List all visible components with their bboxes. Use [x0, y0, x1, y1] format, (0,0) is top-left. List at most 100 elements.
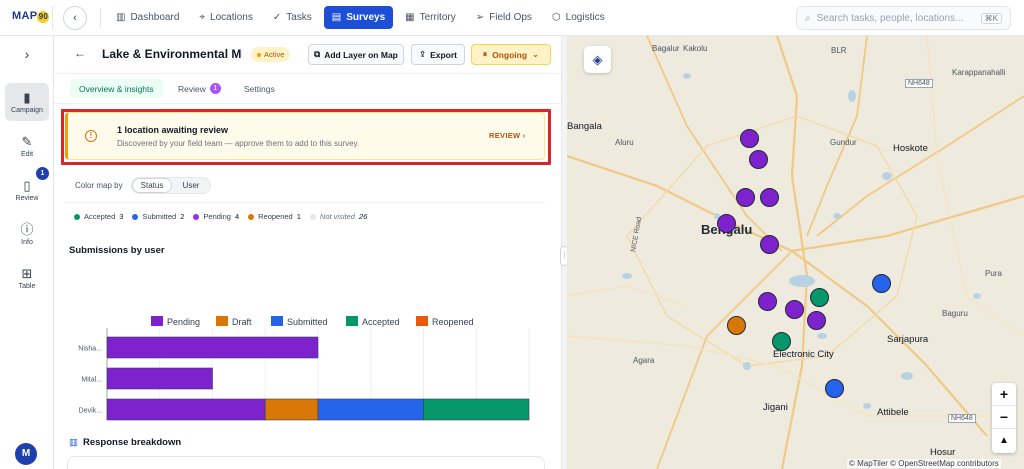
ongoing-dropdown[interactable]: ⏸ Ongoing ⌄: [471, 44, 551, 65]
rail-edit[interactable]: ✎ Edit: [5, 127, 49, 165]
grid-icon: ⊞: [21, 265, 33, 281]
back-button[interactable]: ‹: [63, 6, 87, 30]
bar-chart-icon: ▥: [69, 437, 78, 448]
x-tick-label: 2: [210, 429, 215, 430]
map-marker-submitted[interactable]: [872, 274, 891, 293]
pencil-icon: ✎: [21, 133, 33, 149]
map-marker-pending[interactable]: [807, 311, 826, 330]
x-tick-label: 8: [527, 429, 532, 430]
rail-table[interactable]: ⊞ Table: [5, 259, 49, 297]
response-breakdown-card: [67, 456, 545, 469]
map-marker-accepted[interactable]: [810, 288, 829, 307]
map-marker-pending[interactable]: [760, 188, 779, 207]
legend-count: 26: [358, 212, 368, 221]
map-label: Karappanahalli: [952, 68, 1006, 77]
legend-label: Pending: [167, 317, 200, 327]
rail-info[interactable]: ⓘ Info: [5, 215, 49, 253]
map-marker-pending[interactable]: [760, 235, 779, 254]
nav-logistics[interactable]: ⬡ Logistics: [544, 6, 613, 29]
y-tick-label: Nisha...: [78, 346, 102, 353]
rail-label: Edit: [20, 150, 34, 158]
map-marker-submitted[interactable]: [825, 379, 844, 398]
compass-icon[interactable]: ▲: [999, 435, 1009, 446]
nav-territory[interactable]: ▦ Territory: [397, 6, 464, 29]
clipboard-icon: ▮: [23, 89, 31, 105]
tab-label: Review: [178, 83, 206, 94]
nav-surveys[interactable]: ▤ Surveys: [323, 6, 394, 29]
legend-label: Submitted: [287, 317, 328, 327]
map-marker-pending[interactable]: [758, 292, 777, 311]
section-title-text: Response breakdown: [82, 437, 182, 448]
layers-icon: ⧉: [314, 49, 321, 59]
map-marker-pending[interactable]: [736, 188, 755, 207]
map-attribution: © MapTiler © OpenStreetMap contributors: [847, 459, 1001, 468]
accepted-dot-icon: [74, 213, 80, 220]
rail-label: Info: [21, 238, 33, 246]
map-label: Aluru: [615, 138, 634, 147]
x-tick-label: 1: [158, 429, 163, 430]
add-layer-button[interactable]: ⧉ Add Layer on Map: [308, 44, 404, 65]
reopened-dot-icon: [248, 213, 255, 220]
rail-review[interactable]: ▯ Review: [5, 171, 49, 209]
nav-field-ops[interactable]: ➢ Field Ops: [468, 6, 540, 29]
color-map-toggle: Status User: [131, 177, 211, 194]
legend-label: Accepted: [84, 212, 116, 221]
nav-label: Tasks: [286, 12, 312, 23]
submitted-dot-icon: [132, 213, 139, 220]
review-count-badge: 1: [36, 167, 49, 180]
map-marker-pending[interactable]: [749, 150, 768, 169]
send-icon: ➢: [475, 12, 485, 23]
map-marker-pending[interactable]: [717, 214, 736, 233]
legend-label: Reopened: [432, 317, 474, 327]
tab-settings[interactable]: Settings: [235, 79, 284, 98]
nav-label: Dashboard: [130, 12, 180, 23]
box-icon: ⬡: [551, 12, 561, 23]
map-marker-pending[interactable]: [785, 300, 804, 319]
map-layers-button[interactable]: ◈: [584, 46, 611, 73]
expand-rail-button[interactable]: ›: [0, 46, 54, 62]
pause-icon: ⏸: [482, 49, 488, 59]
map-label: Bagalur: [652, 44, 680, 53]
user-avatar[interactable]: M: [15, 443, 37, 465]
search-input[interactable]: ⌕ Search tasks, people, locations... ⌘K: [796, 6, 1011, 30]
nav-locations[interactable]: ⌖ Locations: [191, 6, 260, 29]
alert-review-button[interactable]: REVIEW ›: [489, 131, 526, 140]
nav-dashboard[interactable]: ▥ Dashboard: [108, 6, 187, 29]
map-icon: ▦: [405, 12, 415, 23]
nav-label: Field Ops: [489, 12, 532, 23]
map-marker-accepted[interactable]: [772, 332, 791, 351]
bar-segment: [106, 367, 213, 390]
search-shortcut: ⌘K: [980, 12, 1002, 24]
map-marker-pending[interactable]: [740, 129, 759, 148]
submissions-chart: 0 1 2 3 4 5 6 7 8 Pending Draft Submitted Accepted Re…: [78, 316, 532, 430]
map-label: Agara: [633, 356, 655, 365]
nav-label: Territory: [419, 12, 456, 23]
panel-back-button[interactable]: ←: [74, 46, 86, 60]
bar-segment: [264, 398, 319, 421]
map-label: Bangala: [567, 121, 602, 132]
color-map-status-option[interactable]: Status: [132, 178, 172, 193]
chevron-right-icon: ›: [24, 46, 30, 62]
app-logo[interactable]: MAP90: [12, 10, 50, 23]
zoom-in-button[interactable]: +: [992, 383, 1016, 406]
legend-label: Submitted: [142, 212, 177, 221]
clipboard-icon: ▤: [331, 12, 342, 23]
rail-campaign[interactable]: ▮ Campaign: [5, 83, 49, 121]
map-label: Pura: [985, 269, 1002, 278]
tab-overview[interactable]: Overview & insights: [70, 79, 163, 98]
export-button[interactable]: ⇪ Export: [411, 44, 465, 65]
color-map-user-option[interactable]: User: [182, 181, 200, 190]
rail-label: Campaign: [11, 106, 43, 114]
map-view[interactable]: ◈ Bagalur K: [567, 36, 1024, 469]
bar-segment: [317, 398, 424, 421]
survey-panel: ← Lake & Environmental Mo... Active ⧉Add…: [54, 36, 561, 469]
tab-review[interactable]: Review 1: [169, 79, 230, 98]
alert-subtitle: Discovered by your field team — approve …: [117, 139, 360, 148]
map-label: Gundur: [830, 138, 857, 147]
chevron-left-icon: ‹: [73, 12, 77, 24]
map-marker-reopened[interactable]: [727, 316, 746, 335]
nav-tasks[interactable]: ✓ Tasks: [265, 6, 320, 29]
legend-swatch: [271, 316, 283, 326]
zoom-out-button[interactable]: −: [992, 406, 1016, 429]
document-icon: ▯: [23, 177, 31, 193]
